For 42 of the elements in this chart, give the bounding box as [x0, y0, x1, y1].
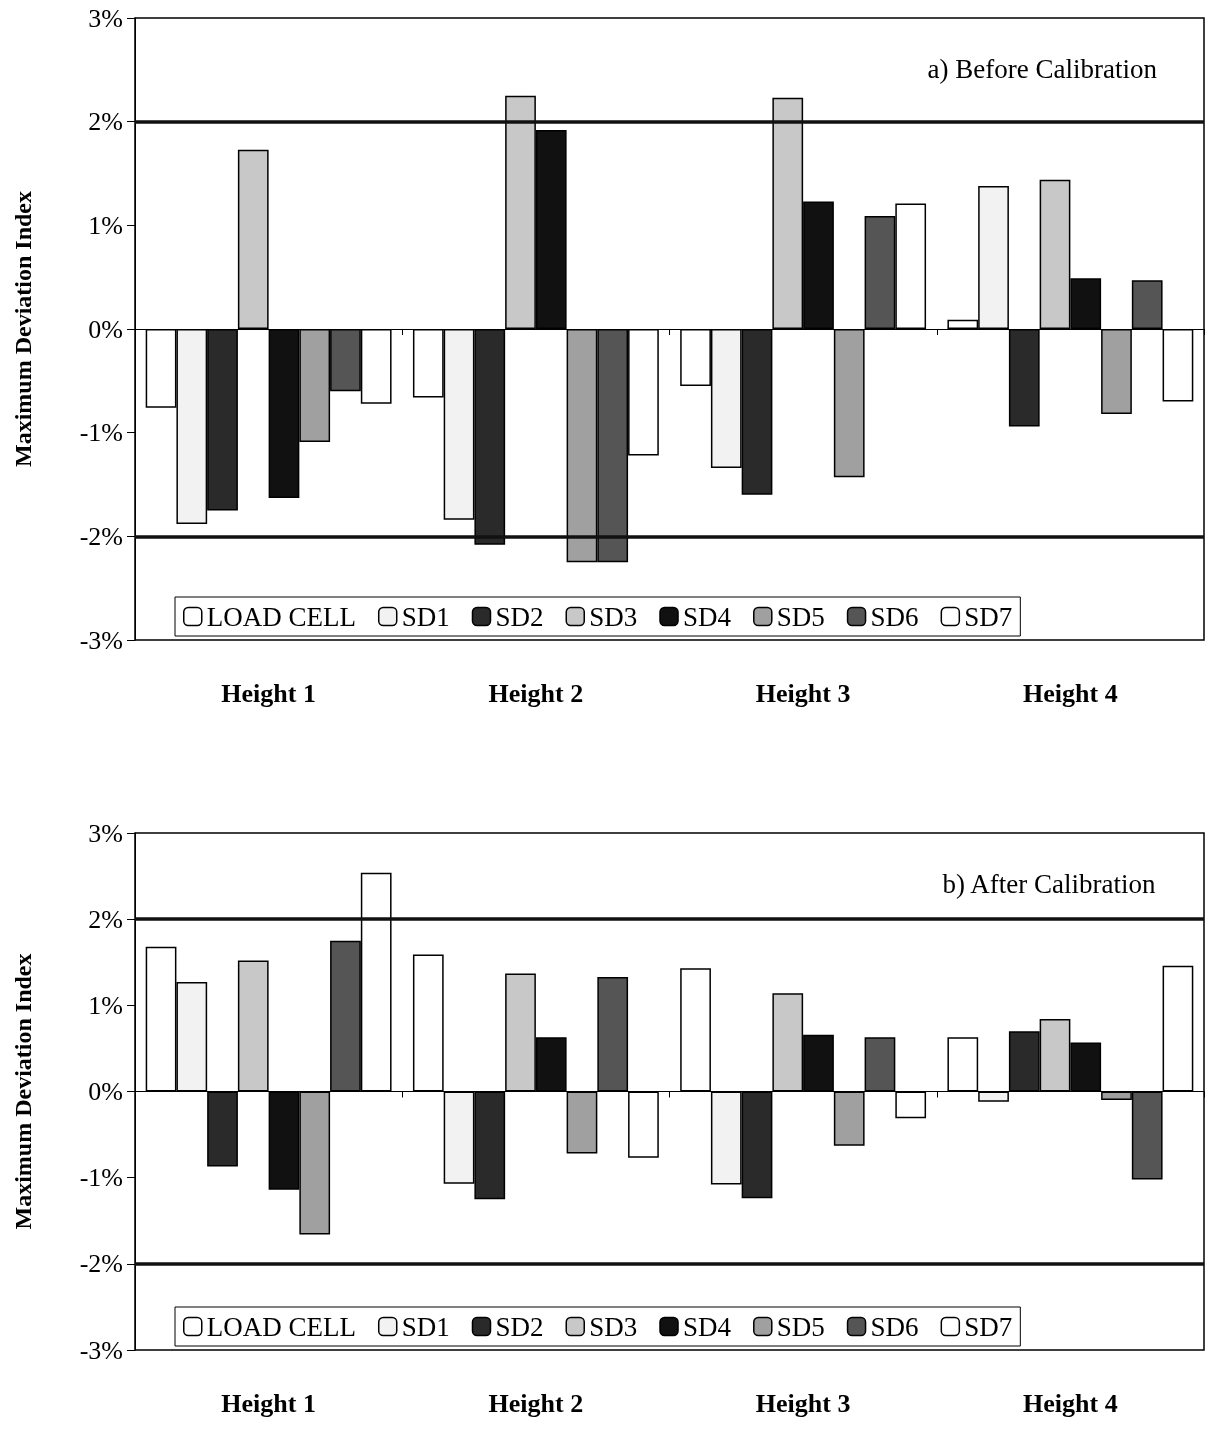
y-tick-label: -2% — [79, 521, 123, 551]
legend-label: SD2 — [495, 1311, 544, 1342]
y-axis-title: Maximum Deviation Index — [10, 191, 36, 467]
x-tick-label: Height 3 — [755, 1388, 851, 1418]
text: b) After Calibration — [942, 868, 1157, 899]
y-tick-label: 0% — [88, 1077, 123, 1106]
legend-label: SD5 — [776, 601, 825, 632]
legend-label: SD4 — [683, 601, 732, 632]
y-tick-label: -3% — [79, 625, 123, 655]
y-tick-label: -1% — [79, 418, 123, 448]
y-axis-title: Maximum Deviation Index — [10, 953, 36, 1230]
y-tick-label: 1% — [88, 990, 123, 1020]
y-tick-label: 3% — [88, 3, 123, 33]
legend-label: SD7 — [964, 601, 1013, 632]
y-tick-label: 2% — [88, 107, 123, 137]
legend-label: SD7 — [964, 1311, 1013, 1342]
legend-label: SD1 — [401, 601, 450, 632]
legend-label: LOAD CELL — [206, 1311, 356, 1342]
y-tick-label: -2% — [79, 1249, 123, 1279]
legend-label: SD6 — [870, 1311, 919, 1342]
y-tick-label: 2% — [88, 904, 123, 934]
legend-label: SD4 — [683, 1311, 732, 1342]
legend-label: SD1 — [401, 1311, 450, 1342]
y-tick-label: 3% — [88, 818, 123, 848]
y-tick-label: -3% — [79, 1335, 123, 1365]
x-tick-label: Height 1 — [221, 1388, 316, 1418]
x-tick-label: Height 4 — [1023, 678, 1118, 708]
legend-label: SD2 — [495, 601, 544, 632]
legend-label: SD5 — [776, 1311, 825, 1342]
y-tick-label: -1% — [79, 1163, 123, 1193]
y-tick-label: 0% — [88, 314, 123, 344]
x-tick-label: Height 1 — [221, 678, 316, 708]
text: a) Before Calibration — [927, 53, 1158, 84]
legend-label: SD6 — [870, 601, 919, 632]
x-tick-label: Height 4 — [1023, 1388, 1118, 1418]
legend-label: SD3 — [589, 1311, 638, 1342]
legend-label: LOAD CELL — [206, 601, 356, 632]
x-tick-label: Height 3 — [755, 678, 851, 708]
x-tick-label: Height 2 — [488, 1388, 584, 1418]
legend-label: SD3 — [589, 601, 638, 632]
x-tick-label: Height 2 — [488, 678, 584, 708]
y-tick-label: 1% — [88, 210, 123, 240]
